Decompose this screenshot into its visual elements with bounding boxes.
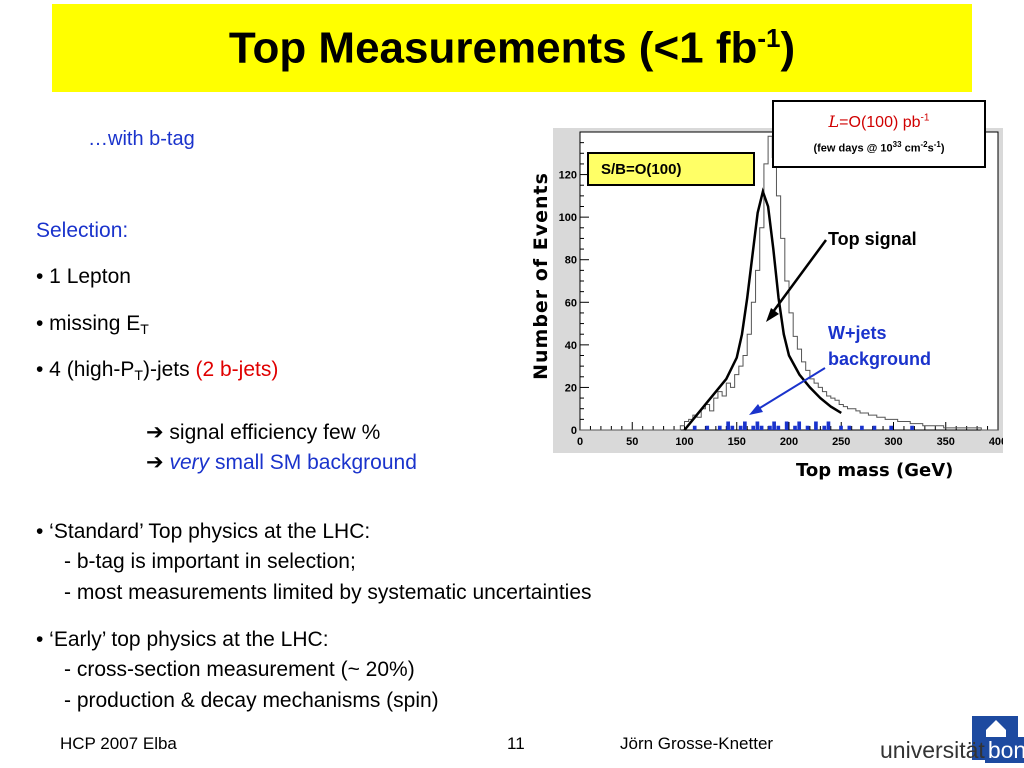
background-bar: [705, 425, 710, 430]
wjets-label-line1: W+jets: [828, 323, 887, 343]
y-tick-label: 40: [565, 340, 577, 352]
page-number: 11: [507, 734, 525, 753]
background-bar: [776, 425, 781, 430]
background-bar: [872, 425, 877, 430]
background-bar: [910, 425, 914, 430]
fit-curve: [683, 187, 842, 431]
university-logo-text: universitätbonn: [880, 737, 1024, 764]
wjets-arrow: [754, 367, 826, 412]
background-bar: [743, 421, 747, 430]
y-tick-label: 120: [559, 170, 577, 182]
background-bar: [784, 421, 789, 430]
x-tick-label: 100: [675, 436, 693, 448]
title-banner: Top Measurements (<1 fb-1): [52, 4, 972, 92]
wjets-label-line2: background: [828, 349, 932, 369]
x-tick-label: 0: [577, 436, 583, 448]
selection-item-missing-et: • missing ET: [36, 312, 149, 337]
footer-conference: HCP 2007 Elba: [60, 734, 177, 753]
background-bar: [860, 425, 864, 430]
background-bar: [772, 421, 776, 430]
early-physics-bullet: • ‘Early’ top physics at the LHC:: [36, 628, 329, 651]
background-bar: [692, 425, 697, 430]
x-tick-label: 350: [937, 436, 955, 448]
y-tick-label: 80: [565, 255, 577, 267]
background-bar: [759, 425, 764, 430]
wjets-arrowhead: [749, 404, 763, 415]
total-histogram: [580, 135, 998, 431]
background-bar: [839, 425, 843, 430]
luminosity-value: L=O(100) pb-1: [828, 112, 930, 131]
top-signal-arrowhead: [766, 308, 779, 322]
luminosity-note: (few days @ 1033 cm-2s-1): [813, 140, 945, 155]
y-axis-label: Number of Events: [530, 172, 552, 380]
background-bar: [805, 425, 810, 430]
y-tick-label: 60: [565, 297, 577, 309]
y-tick-label: 100: [559, 212, 577, 224]
top-signal-label: Top signal: [828, 229, 917, 249]
background-bar: [822, 425, 827, 430]
x-tick-label: 200: [780, 436, 798, 448]
standard-physics-bullet: • ‘Standard’ Top physics at the LHC:: [36, 520, 371, 543]
background-bar: [814, 421, 818, 430]
selection-heading: Selection:: [36, 219, 129, 242]
background-bar: [768, 425, 772, 430]
early-physics-point-2: - production & decay mechanisms (spin): [64, 689, 439, 712]
background-bar: [889, 425, 893, 430]
background-bar: [738, 425, 743, 430]
background-bar: [826, 421, 831, 430]
sb-ratio-box: S/B=O(100): [587, 152, 755, 186]
subtitle: …with b-tag: [88, 128, 195, 150]
y-tick-label: 20: [565, 382, 577, 394]
background-bar: [797, 421, 802, 430]
luminosity-box: L=O(100) pb-1 (few days @ 1033 cm-2s-1): [772, 100, 986, 168]
background-bar: [793, 425, 797, 430]
x-tick-label: 400: [989, 436, 1003, 448]
arrow-signal-efficiency: ➔ signal efficiency few %: [146, 421, 381, 444]
background-bar: [717, 425, 722, 430]
arrow-small-background: ➔ very small SM background: [146, 451, 417, 474]
early-physics-point-1: - cross-section measurement (~ 20%): [64, 658, 415, 681]
top-signal-arrow: [768, 239, 828, 317]
selection-item-lepton: • 1 Lepton: [36, 265, 131, 288]
standard-physics-point-2: - most measurements limited by systemati…: [64, 581, 592, 604]
x-tick-label: 50: [626, 436, 638, 448]
standard-physics-point-1: - b-tag is important in selection;: [64, 550, 356, 573]
footer-author: Jörn Grosse-Knetter: [620, 734, 774, 753]
x-tick-label: 300: [884, 436, 902, 448]
background-bar: [755, 421, 760, 430]
background-bar: [726, 421, 730, 430]
background-bar: [847, 425, 852, 430]
selection-item-jets: • 4 (high-PT)-jets (2 b-jets): [36, 358, 279, 383]
y-tick-label: 0: [571, 425, 577, 437]
background-bar: [730, 425, 735, 430]
x-axis-label: Top mass (GeV): [796, 460, 954, 481]
background-bar: [751, 425, 756, 430]
x-tick-label: 150: [728, 436, 746, 448]
slide-title: Top Measurements (<1 fb-1): [228, 22, 796, 73]
x-tick-label: 250: [832, 436, 850, 448]
